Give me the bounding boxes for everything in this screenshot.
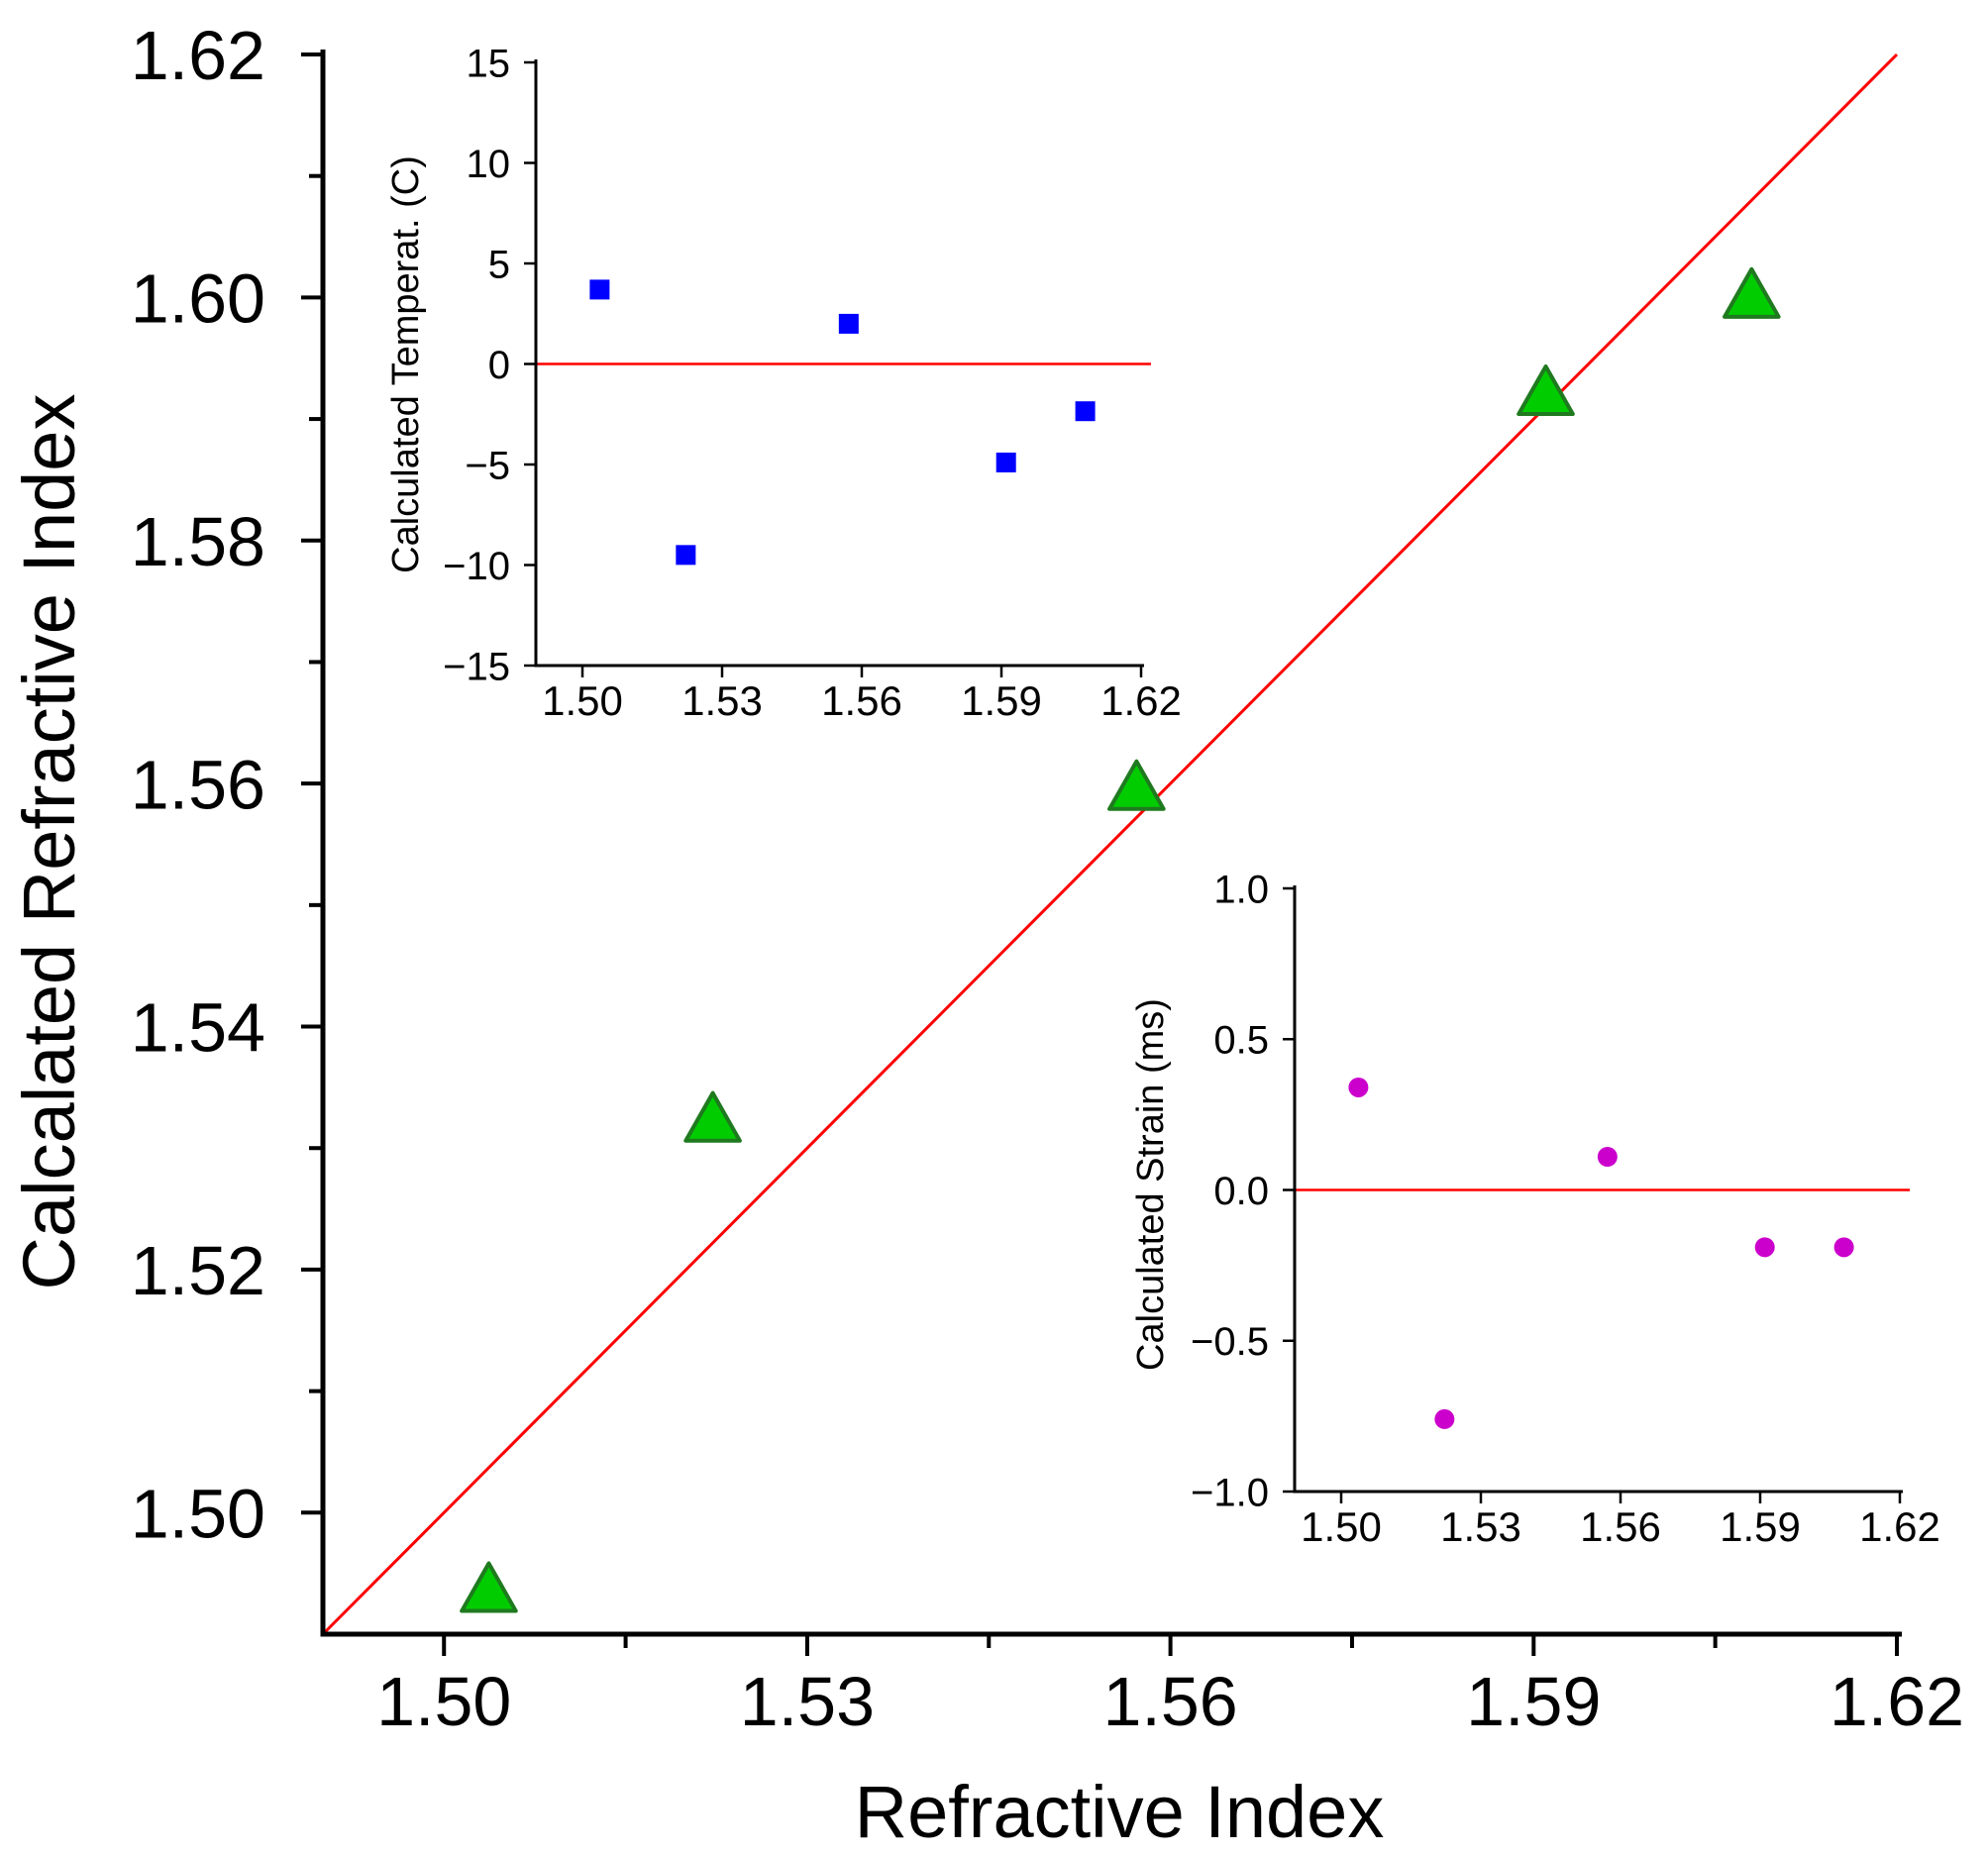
inset-strain-x-ticks: 1.50 1.53 1.56 1.59 1.62 — [1301, 1492, 1940, 1550]
inset_strain-data-point — [1348, 1077, 1369, 1097]
inset_strain-x-tick-label: 1.59 — [1720, 1503, 1801, 1550]
main-data-point — [1723, 266, 1781, 319]
main-x-tick-label: 1.59 — [1466, 1663, 1601, 1740]
main-y-tick-label: 1.54 — [131, 989, 265, 1067]
main-y-tick-label: 1.56 — [131, 746, 265, 823]
main-ref-line — [321, 52, 1899, 1636]
main-x-tick-label: 1.62 — [1830, 1663, 1964, 1740]
inset_temperature-x-tick-label: 1.59 — [961, 677, 1042, 724]
main-x-tick-label: 1.56 — [1102, 1663, 1237, 1740]
inset-temperature-plot: 1.50 1.53 1.56 1.59 1.62 −15 −10 −5 0 5 10 15 Calc… — [385, 42, 1182, 724]
main-data-point — [1517, 363, 1575, 417]
main-data-point — [460, 1561, 518, 1613]
inset_temperature-y-tick-label: 5 — [488, 243, 510, 286]
main-axes — [320, 50, 1902, 1637]
inset_temperature-data-point — [995, 452, 1016, 472]
inset-temperature-y-ticks: −15 −10 −5 0 5 10 15 — [443, 42, 536, 688]
inset-temperature-x-ticks: 1.50 1.53 1.56 1.59 1.62 — [542, 666, 1182, 724]
inset_temperature-data-point — [589, 279, 610, 300]
main-y-axis-title: Calcalated Refractive Index — [8, 394, 90, 1290]
inset_temperature-data-point — [838, 313, 859, 334]
inset_strain-x-tick-label: 1.50 — [1301, 1503, 1382, 1550]
main-y-tick-label: 1.52 — [131, 1232, 265, 1309]
inset_temperature-y-tick-label: −15 — [443, 645, 510, 688]
main-data-point — [1107, 759, 1166, 811]
main-x-ticks: 1.50 1.53 1.56 1.59 1.62 — [376, 1634, 1964, 1740]
inset_temperature-y-tick-label: −5 — [465, 444, 510, 487]
inset_strain-data-point — [1597, 1147, 1618, 1168]
main-reference-line — [321, 52, 1899, 1636]
inset_temperature-x-tick-label: 1.56 — [821, 677, 902, 724]
inset-temperature-y-axis-title: Calculated Temperat. (C) — [385, 155, 427, 573]
inset-strain-data-points — [1348, 1077, 1854, 1429]
inset_temperature-y-tick-label: −10 — [443, 545, 510, 588]
main-y-tick-label: 1.62 — [131, 17, 265, 94]
inset_strain-y-tick-label: −1.0 — [1191, 1471, 1269, 1514]
inset_strain-x-tick-label: 1.62 — [1859, 1503, 1940, 1550]
main-x-tick-label: 1.50 — [376, 1663, 511, 1740]
inset-strain-y-axis-title: Calculated Strain (ms) — [1130, 998, 1172, 1371]
inset_strain-y-tick-label: 0.0 — [1213, 1170, 1269, 1213]
inset-strain-plot: 1.50 1.53 1.56 1.59 1.62 −1.0 −0.5 0.0 0.5 1.0 C… — [1130, 868, 1940, 1550]
inset_strain-x-tick-label: 1.56 — [1580, 1503, 1661, 1550]
main-y-tick-label: 1.60 — [131, 260, 265, 338]
inset_strain-y-tick-label: 0.5 — [1213, 1019, 1269, 1063]
main-x-axis-title: Refractive Index — [855, 1771, 1385, 1853]
inset-temperature-data-points — [589, 279, 1096, 566]
main-x-tick-label: 1.53 — [740, 1663, 875, 1740]
inset_strain-y-tick-label: −0.5 — [1191, 1320, 1269, 1364]
inset_strain-data-point — [1754, 1237, 1775, 1258]
inset_temperature-y-tick-label: 10 — [467, 143, 511, 186]
main-y-tick-label: 1.58 — [131, 503, 265, 580]
inset_temperature-data-point — [1075, 401, 1096, 422]
inset_temperature-x-tick-label: 1.62 — [1100, 677, 1182, 724]
inset_temperature-x-tick-label: 1.53 — [681, 677, 763, 724]
inset_strain-data-point — [1434, 1408, 1455, 1429]
inset_strain-data-point — [1833, 1237, 1854, 1258]
inset_strain-y-tick-label: 1.0 — [1213, 868, 1269, 911]
inset_temperature-data-point — [676, 545, 696, 566]
main-plot: 1.50 1.53 1.56 1.59 1.62 1.501.521.541.561.5… — [8, 17, 1964, 1853]
main-y-tick-label: 1.50 — [131, 1476, 265, 1553]
inset-strain-y-ticks: −1.0 −0.5 0.0 0.5 1.0 — [1191, 868, 1295, 1514]
main-data-point — [683, 1090, 742, 1143]
main-y-ticks: 1.50 1.52 1.54 1.56 1.58 1.60 1.62 — [131, 17, 323, 1553]
inset_strain-x-tick-label: 1.53 — [1440, 1503, 1521, 1550]
inset_temperature-y-tick-label: 0 — [488, 344, 510, 387]
inset_temperature-x-tick-label: 1.50 — [542, 677, 623, 724]
inset_temperature-y-tick-label: 15 — [467, 42, 511, 85]
main-data-points — [460, 266, 1781, 1613]
